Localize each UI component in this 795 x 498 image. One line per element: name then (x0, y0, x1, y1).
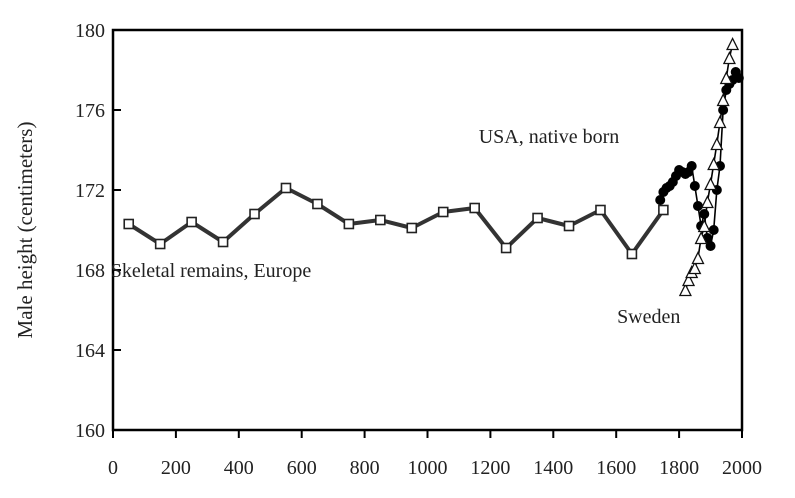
y-tick-label: 168 (75, 260, 105, 282)
data-point-square (626, 248, 638, 260)
data-point-square (343, 218, 355, 230)
y-axis-title: Male height (centimeters) (13, 122, 37, 339)
data-point-triangle (713, 115, 727, 129)
data-point-triangle (697, 219, 711, 233)
x-tick-label: 200 (161, 457, 191, 479)
data-point-square (658, 204, 669, 216)
series-circle (655, 67, 744, 251)
annotations-layer: Skeletal remains, Europe USA, native born… (111, 126, 681, 328)
x-tick-label: 1400 (533, 457, 573, 479)
x-tick-label: 1800 (659, 457, 699, 479)
data-point-triangle (703, 177, 718, 191)
data-point-square (500, 242, 512, 254)
data-point-circle (708, 225, 719, 235)
annotation-label: Sweden (617, 306, 680, 328)
data-point-triangle (681, 273, 696, 287)
data-point-circle (686, 161, 697, 171)
data-point-circle (689, 181, 700, 191)
data-point-square (217, 236, 229, 248)
series-triangle (678, 37, 740, 297)
data-point-triangle (700, 195, 714, 209)
data-point-square (469, 202, 480, 214)
x-tick-label: 1000 (408, 457, 448, 479)
data-point-triangle (722, 51, 736, 65)
data-point-triangle (716, 93, 730, 107)
data-point-square (375, 214, 386, 226)
data-point-triangle (678, 283, 692, 297)
x-tick-label: 0 (108, 457, 118, 479)
data-point-square (532, 212, 543, 224)
y-tick-label: 180 (75, 20, 105, 42)
y-tick-label: 160 (75, 420, 105, 442)
series-line (659, 71, 740, 247)
annotation-label: USA, native born (479, 126, 620, 148)
x-tick-label: 600 (287, 457, 317, 479)
x-tick-label: 400 (224, 457, 254, 479)
x-tick-label: 1200 (470, 457, 510, 479)
data-point-circle (655, 195, 666, 205)
data-point-square (595, 204, 606, 216)
data-point-square (249, 208, 260, 220)
y-tick-label: 176 (75, 100, 105, 122)
y-tick-label: 164 (75, 340, 105, 362)
annotation-label: Skeletal remains, Europe (111, 260, 312, 282)
data-point-circle (718, 105, 729, 115)
data-point-square (406, 222, 418, 234)
data-point-triangle (726, 37, 740, 51)
x-tick-label: 1600 (596, 457, 636, 479)
data-point-circle (733, 73, 744, 83)
series-line (127, 186, 666, 256)
data-point-square (123, 218, 135, 230)
data-point-triangle (710, 137, 724, 151)
x-tick-label: 2000 (722, 457, 762, 479)
data-point-square (154, 238, 166, 250)
data-point-triangle (707, 157, 721, 171)
data-point-square (437, 206, 449, 218)
data-point-circle (699, 209, 710, 219)
data-point-square (280, 182, 292, 194)
data-point-circle (705, 241, 716, 251)
series-layer (123, 37, 744, 297)
data-point-square (186, 216, 197, 228)
x-tick-label: 800 (350, 457, 380, 479)
data-point-triangle (691, 251, 705, 265)
data-point-circle (692, 201, 703, 211)
data-point-triangle (694, 231, 708, 245)
series-square (123, 182, 669, 260)
y-tick-label: 172 (75, 180, 105, 202)
data-point-square (312, 198, 323, 210)
data-point-triangle (719, 71, 733, 85)
data-point-square (563, 220, 575, 232)
data-point-triangle (688, 261, 702, 275)
